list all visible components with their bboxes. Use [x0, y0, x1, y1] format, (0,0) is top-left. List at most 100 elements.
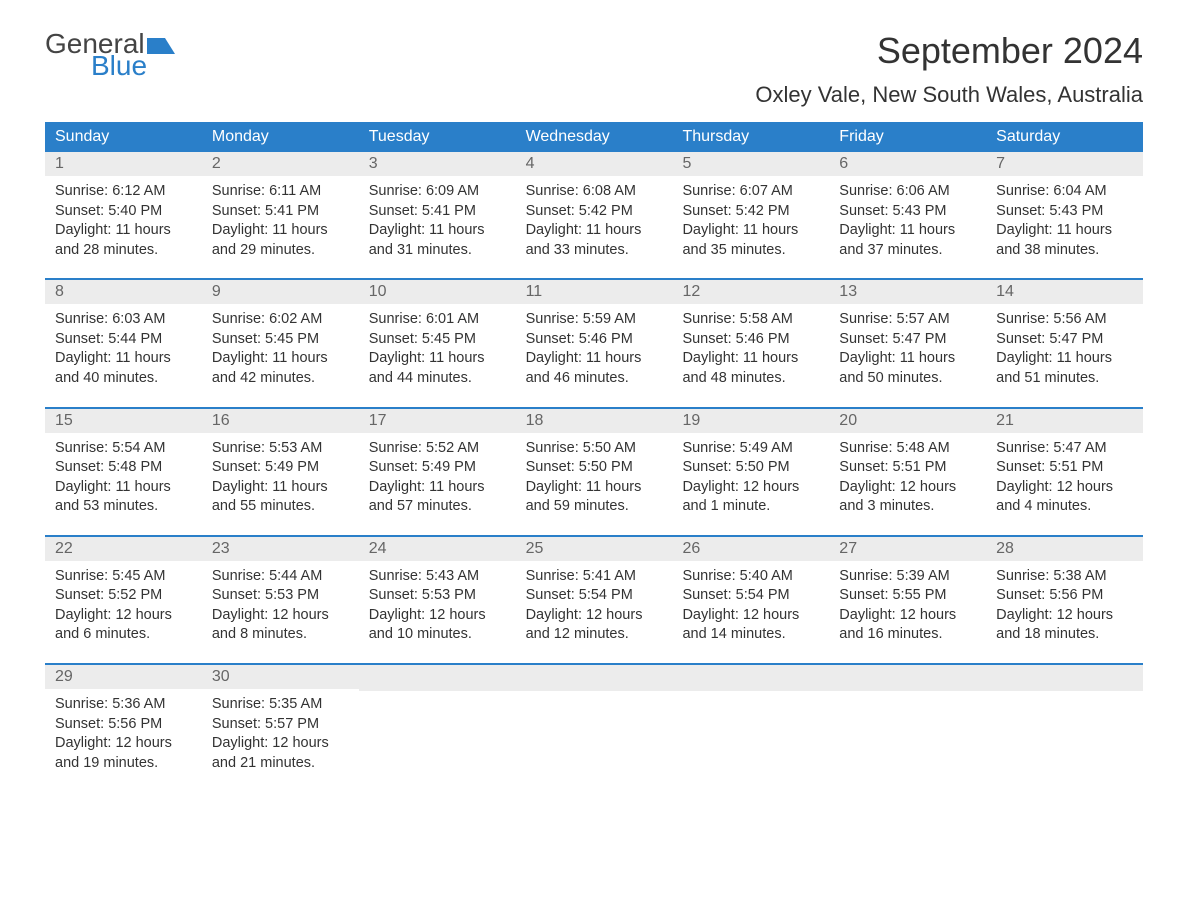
sunset-text: Sunset: 5:41 PM: [212, 202, 349, 222]
day-details: Sunrise: 5:52 AMSunset: 5:49 PMDaylight:…: [359, 433, 516, 517]
daylight-text-1: Daylight: 11 hours: [212, 221, 349, 241]
day-details: Sunrise: 6:09 AMSunset: 5:41 PMDaylight:…: [359, 176, 516, 260]
sunrise-text: Sunrise: 5:59 AM: [526, 310, 663, 330]
calendar-day: 12Sunrise: 5:58 AMSunset: 5:46 PMDayligh…: [672, 280, 829, 406]
sunrise-text: Sunrise: 5:56 AM: [996, 310, 1133, 330]
calendar: Sunday Monday Tuesday Wednesday Thursday…: [45, 122, 1143, 791]
dow-saturday: Saturday: [986, 122, 1143, 152]
location-text: Oxley Vale, New South Wales, Australia: [755, 82, 1143, 108]
sunrise-text: Sunrise: 5:57 AM: [839, 310, 976, 330]
daylight-text-2: and 4 minutes.: [996, 497, 1133, 517]
sunset-text: Sunset: 5:50 PM: [526, 458, 663, 478]
calendar-day: 13Sunrise: 5:57 AMSunset: 5:47 PMDayligh…: [829, 280, 986, 406]
dow-monday: Monday: [202, 122, 359, 152]
daylight-text-1: Daylight: 12 hours: [682, 478, 819, 498]
daylight-text-1: Daylight: 11 hours: [55, 349, 192, 369]
daylight-text-2: and 50 minutes.: [839, 369, 976, 389]
sunrise-text: Sunrise: 6:08 AM: [526, 182, 663, 202]
daylight-text-2: and 6 minutes.: [55, 625, 192, 645]
daylight-text-1: Daylight: 11 hours: [526, 221, 663, 241]
daylight-text-1: Daylight: 11 hours: [996, 221, 1133, 241]
day-number: 6: [829, 152, 986, 176]
sunrise-text: Sunrise: 6:07 AM: [682, 182, 819, 202]
calendar-day: 21Sunrise: 5:47 AMSunset: 5:51 PMDayligh…: [986, 409, 1143, 535]
daylight-text-2: and 21 minutes.: [212, 754, 349, 774]
day-details: Sunrise: 6:01 AMSunset: 5:45 PMDaylight:…: [359, 304, 516, 388]
daylight-text-1: Daylight: 11 hours: [839, 221, 976, 241]
sunset-text: Sunset: 5:54 PM: [682, 586, 819, 606]
sunset-text: Sunset: 5:50 PM: [682, 458, 819, 478]
daylight-text-2: and 48 minutes.: [682, 369, 819, 389]
day-details: Sunrise: 5:36 AMSunset: 5:56 PMDaylight:…: [45, 689, 202, 773]
sunrise-text: Sunrise: 5:50 AM: [526, 439, 663, 459]
sunset-text: Sunset: 5:43 PM: [839, 202, 976, 222]
calendar-day: 23Sunrise: 5:44 AMSunset: 5:53 PMDayligh…: [202, 537, 359, 663]
daylight-text-1: Daylight: 12 hours: [369, 606, 506, 626]
calendar-day: 28Sunrise: 5:38 AMSunset: 5:56 PMDayligh…: [986, 537, 1143, 663]
daylight-text-2: and 46 minutes.: [526, 369, 663, 389]
daylight-text-1: Daylight: 12 hours: [996, 478, 1133, 498]
sunrise-text: Sunrise: 5:48 AM: [839, 439, 976, 459]
logo-line2: Blue: [91, 52, 175, 80]
day-details: Sunrise: 5:54 AMSunset: 5:48 PMDaylight:…: [45, 433, 202, 517]
day-number: 20: [829, 409, 986, 433]
day-details: Sunrise: 5:50 AMSunset: 5:50 PMDaylight:…: [516, 433, 673, 517]
day-details: Sunrise: 5:45 AMSunset: 5:52 PMDaylight:…: [45, 561, 202, 645]
dow-sunday: Sunday: [45, 122, 202, 152]
daylight-text-2: and 12 minutes.: [526, 625, 663, 645]
sunrise-text: Sunrise: 5:41 AM: [526, 567, 663, 587]
empty-day-bar: [986, 665, 1143, 691]
sunrise-text: Sunrise: 5:54 AM: [55, 439, 192, 459]
daylight-text-1: Daylight: 12 hours: [682, 606, 819, 626]
empty-day: [986, 665, 1143, 791]
sunrise-text: Sunrise: 6:04 AM: [996, 182, 1133, 202]
sunrise-text: Sunrise: 5:49 AM: [682, 439, 819, 459]
logo: General Blue: [45, 30, 175, 80]
calendar-day: 24Sunrise: 5:43 AMSunset: 5:53 PMDayligh…: [359, 537, 516, 663]
sunset-text: Sunset: 5:56 PM: [996, 586, 1133, 606]
day-details: Sunrise: 5:49 AMSunset: 5:50 PMDaylight:…: [672, 433, 829, 517]
title-block: September 2024 Oxley Vale, New South Wal…: [755, 30, 1143, 114]
day-details: Sunrise: 6:08 AMSunset: 5:42 PMDaylight:…: [516, 176, 673, 260]
calendar-day: 8Sunrise: 6:03 AMSunset: 5:44 PMDaylight…: [45, 280, 202, 406]
daylight-text-1: Daylight: 12 hours: [839, 478, 976, 498]
sunrise-text: Sunrise: 6:12 AM: [55, 182, 192, 202]
daylight-text-1: Daylight: 11 hours: [839, 349, 976, 369]
day-details: Sunrise: 6:02 AMSunset: 5:45 PMDaylight:…: [202, 304, 359, 388]
sunset-text: Sunset: 5:42 PM: [682, 202, 819, 222]
day-number: 4: [516, 152, 673, 176]
day-number: 8: [45, 280, 202, 304]
calendar-week: 29Sunrise: 5:36 AMSunset: 5:56 PMDayligh…: [45, 663, 1143, 791]
daylight-text-1: Daylight: 11 hours: [212, 478, 349, 498]
empty-day-bar: [359, 665, 516, 691]
sunrise-text: Sunrise: 6:09 AM: [369, 182, 506, 202]
daylight-text-1: Daylight: 12 hours: [526, 606, 663, 626]
empty-day: [359, 665, 516, 791]
sunrise-text: Sunrise: 6:01 AM: [369, 310, 506, 330]
day-details: Sunrise: 5:48 AMSunset: 5:51 PMDaylight:…: [829, 433, 986, 517]
daylight-text-2: and 33 minutes.: [526, 241, 663, 261]
sunset-text: Sunset: 5:44 PM: [55, 330, 192, 350]
daylight-text-2: and 53 minutes.: [55, 497, 192, 517]
page-title: September 2024: [755, 30, 1143, 72]
daylight-text-2: and 42 minutes.: [212, 369, 349, 389]
day-details: Sunrise: 5:38 AMSunset: 5:56 PMDaylight:…: [986, 561, 1143, 645]
day-details: Sunrise: 5:59 AMSunset: 5:46 PMDaylight:…: [516, 304, 673, 388]
calendar-day: 17Sunrise: 5:52 AMSunset: 5:49 PMDayligh…: [359, 409, 516, 535]
calendar-day: 30Sunrise: 5:35 AMSunset: 5:57 PMDayligh…: [202, 665, 359, 791]
sunset-text: Sunset: 5:43 PM: [996, 202, 1133, 222]
calendar-day: 6Sunrise: 6:06 AMSunset: 5:43 PMDaylight…: [829, 152, 986, 278]
calendar-day: 19Sunrise: 5:49 AMSunset: 5:50 PMDayligh…: [672, 409, 829, 535]
day-details: Sunrise: 6:11 AMSunset: 5:41 PMDaylight:…: [202, 176, 359, 260]
daylight-text-1: Daylight: 11 hours: [526, 478, 663, 498]
day-number: 12: [672, 280, 829, 304]
daylight-text-1: Daylight: 11 hours: [682, 349, 819, 369]
daylight-text-1: Daylight: 11 hours: [369, 478, 506, 498]
day-details: Sunrise: 5:44 AMSunset: 5:53 PMDaylight:…: [202, 561, 359, 645]
calendar-day: 5Sunrise: 6:07 AMSunset: 5:42 PMDaylight…: [672, 152, 829, 278]
daylight-text-2: and 19 minutes.: [55, 754, 192, 774]
sunset-text: Sunset: 5:49 PM: [212, 458, 349, 478]
sunset-text: Sunset: 5:47 PM: [839, 330, 976, 350]
daylight-text-2: and 51 minutes.: [996, 369, 1133, 389]
day-details: Sunrise: 6:07 AMSunset: 5:42 PMDaylight:…: [672, 176, 829, 260]
